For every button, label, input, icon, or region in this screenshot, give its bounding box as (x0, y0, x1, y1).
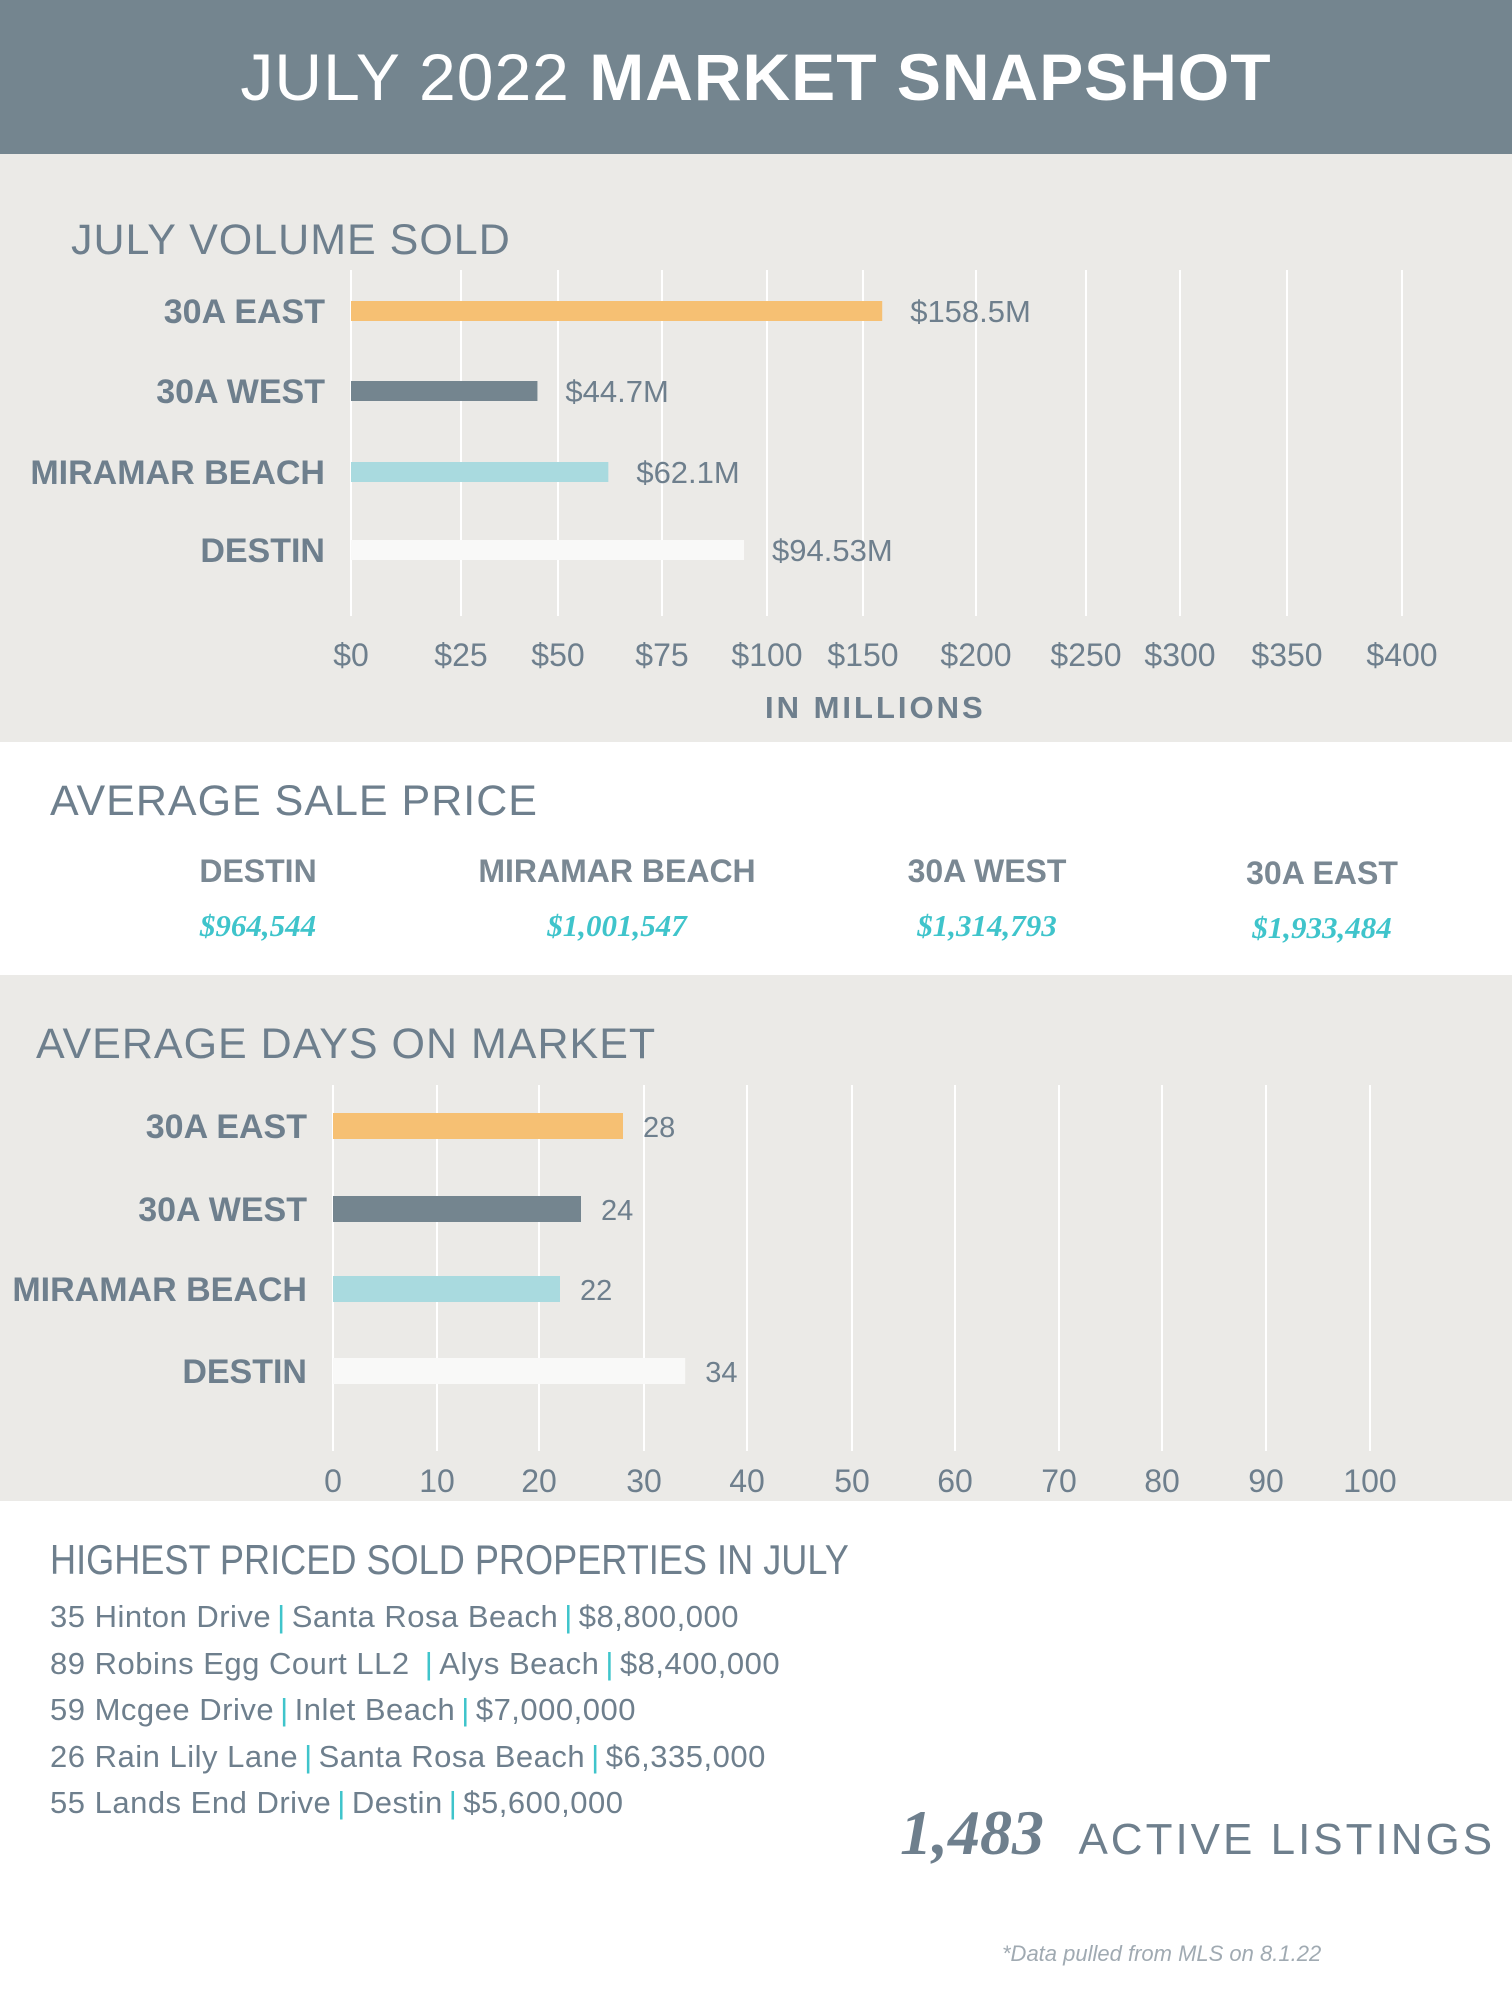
volume-tick-label: $350 (1251, 637, 1322, 673)
active-listings-count: 1,483 (900, 1797, 1044, 1868)
avg-price-value: $1,001,547 (547, 908, 687, 943)
avg-price-area: MIRAMAR BEACH (478, 853, 756, 889)
days-tick-label: 100 (1343, 1463, 1396, 1499)
property-row: 26 Rain Lily Lane | Santa Rosa Beach | $6,33… (50, 1738, 766, 1774)
volume-category-label: 30A EAST (164, 293, 325, 331)
property-row: 89 Robins Egg Court LL2 | Alys Beach | $8,4… (50, 1645, 781, 1681)
days-tick-label: 50 (834, 1463, 870, 1499)
avg-price-area: DESTIN (199, 853, 317, 889)
days-tick-label: 30 (626, 1463, 662, 1499)
days-tick-label: 20 (521, 1463, 557, 1499)
days-category-label: 30A WEST (138, 1191, 307, 1229)
days-tick-label: 90 (1248, 1463, 1284, 1499)
page-header: JULY 2022 MARKET SNAPSHOT (0, 0, 1512, 154)
avg-price-value: $964,544 (199, 908, 317, 943)
volume-category-label: DESTIN (200, 532, 325, 570)
property-address: 26 Rain Lily Lane (50, 1738, 299, 1774)
volume-category-label: MIRAMAR BEACH (30, 454, 325, 492)
property-price: $8,800,000 (578, 1599, 739, 1634)
days-title: AVERAGE DAYS ON MARKET (36, 1020, 657, 1068)
volume-data-label: $158.5M (910, 294, 1031, 329)
volume-tick-label: $0 (333, 637, 369, 673)
property-price: $6,335,000 (605, 1738, 766, 1774)
volume-tick-label: $75 (635, 637, 688, 673)
volume-category-label: 30A WEST (156, 373, 325, 411)
property-area: Destin (351, 1785, 443, 1820)
property-area: Santa Rosa Beach (291, 1599, 559, 1634)
property-address: 55 Lands End Drive (50, 1785, 332, 1820)
property-price: $8,400,000 (619, 1645, 781, 1681)
top-properties-title: HIGHEST PRICED SOLD PROPERTIES IN JULY (50, 1536, 849, 1583)
active-listings: 1,483 ACTIVE LISTINGS (900, 1796, 1495, 1870)
volume-tick-label: $50 (531, 637, 584, 673)
avg-price-value: $1,933,484 (1252, 910, 1392, 945)
volume-data-label: $44.7M (565, 374, 668, 409)
volume-tick-label: $150 (827, 637, 898, 673)
header-title-light: JULY 2022 (240, 40, 570, 114)
volume-bar (351, 540, 745, 560)
volume-section (0, 154, 1512, 742)
days-tick-label: 60 (937, 1463, 973, 1499)
days-tick-label: 0 (324, 1463, 342, 1499)
volume-tick-label: $200 (940, 637, 1011, 673)
days-data-label: 22 (580, 1275, 612, 1307)
volume-data-label: $94.53M (772, 533, 893, 568)
property-row: 35 Hinton Drive | Santa Rosa Beach | $8,800,… (50, 1599, 739, 1634)
days-chart: 0 10 20 30 40 50 60 70 80 90 100 30A EAST 28 30A WEST… (12, 1085, 1397, 1499)
volume-bar (351, 462, 609, 482)
property-row: 55 Lands End Drive | Destin | $5,600,000 (50, 1785, 624, 1820)
header-title-bold: MARKET SNAPSHOT (589, 40, 1272, 114)
property-address: 35 Hinton Drive (50, 1599, 272, 1634)
avg-price-area: 30A EAST (1246, 855, 1398, 891)
active-listings-label: ACTIVE LISTINGS (1078, 1815, 1496, 1864)
volume-bar (351, 381, 538, 401)
days-tick-label: 70 (1041, 1463, 1077, 1499)
days-bar (333, 1196, 581, 1222)
days-data-label: 34 (705, 1357, 737, 1389)
days-tick-label: 10 (419, 1463, 455, 1499)
days-tick-label: 40 (729, 1463, 765, 1499)
days-data-label: 24 (601, 1195, 633, 1227)
footnote: *Data pulled from MLS on 8.1.22 (1002, 1941, 1322, 1966)
volume-title: JULY VOLUME SOLD (71, 216, 511, 264)
volume-tick-label: $400 (1366, 637, 1437, 673)
days-category-label: MIRAMAR BEACH (12, 1271, 307, 1309)
property-address: 89 Robins Egg Court LL2 (50, 1645, 410, 1681)
property-row: 59 Mcgee Drive | Inlet Beach | $7,000,000 (50, 1692, 636, 1727)
days-tick-label: 80 (1144, 1463, 1180, 1499)
avg-price-area: 30A WEST (907, 853, 1067, 889)
property-address: 59 Mcgee Drive (50, 1692, 275, 1727)
top-properties: HIGHEST PRICED SOLD PROPERTIES IN JULY 3… (50, 1536, 950, 1827)
avg-price-title: AVERAGE SALE PRICE (50, 777, 538, 825)
property-price: $5,600,000 (463, 1785, 624, 1820)
volume-tick-label: $250 (1050, 637, 1121, 673)
volume-data-label: $62.1M (636, 455, 739, 490)
avg-price-30a-west: 30A WEST $1,314,793 (807, 853, 1167, 944)
days-section (0, 975, 1512, 1501)
avg-price-destin: DESTIN $964,544 (78, 853, 438, 944)
days-category-label: DESTIN (182, 1353, 307, 1391)
avg-price-value: $1,314,793 (917, 908, 1057, 943)
property-area: Inlet Beach (294, 1692, 456, 1727)
volume-axis-title: IN MILLIONS (765, 690, 986, 725)
days-bar (333, 1358, 686, 1384)
property-price: $7,000,000 (475, 1692, 636, 1727)
volume-chart: $0 $25 $50 $75 $100 $150 $200 $250 $300 $350 $400 3… (30, 270, 1438, 673)
volume-tick-label: $25 (434, 637, 487, 673)
days-bar (333, 1113, 623, 1139)
property-area: Santa Rosa Beach (318, 1738, 586, 1774)
volume-tick-label: $100 (731, 637, 802, 673)
volume-tick-label: $300 (1144, 637, 1215, 673)
property-area: Alys Beach (439, 1645, 600, 1681)
days-data-label: 28 (643, 1112, 675, 1144)
days-bar (333, 1276, 560, 1302)
avg-price-miramar: MIRAMAR BEACH $1,001,547 (437, 853, 797, 944)
avg-price-30a-east: 30A EAST $1,933,484 (1142, 855, 1502, 946)
volume-bar (351, 301, 883, 321)
days-category-label: 30A EAST (146, 1108, 307, 1146)
